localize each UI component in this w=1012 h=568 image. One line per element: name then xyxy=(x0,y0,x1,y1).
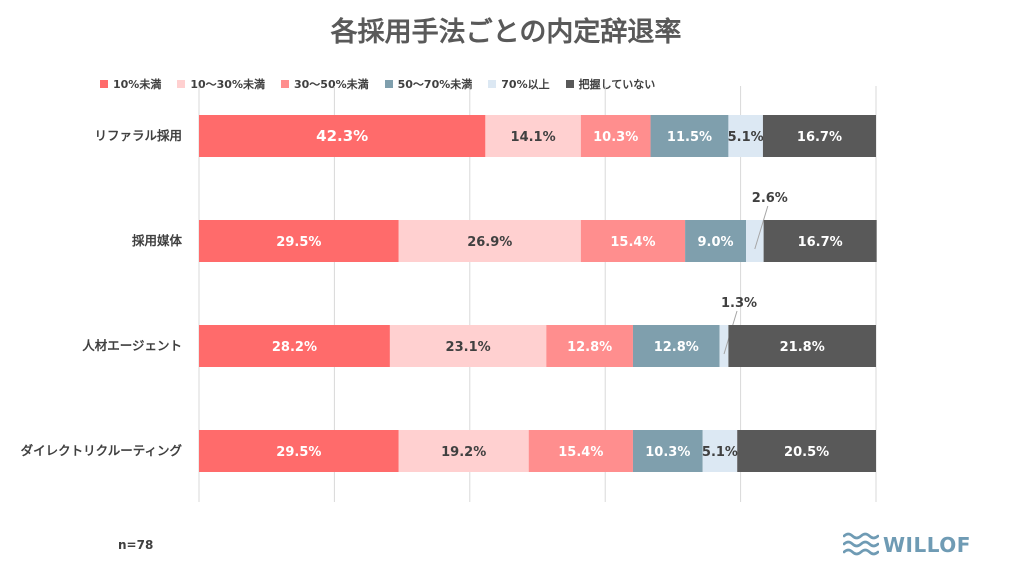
bar-segment xyxy=(728,325,876,367)
data-label: 1.3% xyxy=(721,296,757,311)
bar-segment xyxy=(580,220,686,262)
bar-segment xyxy=(485,115,581,157)
leader-line xyxy=(754,205,769,250)
legend-item: 10%未満 xyxy=(100,76,161,92)
legend-label: 把握していない xyxy=(578,78,656,91)
logo: WILLOF xyxy=(843,532,971,558)
sample-size-label: n=78 xyxy=(118,538,154,552)
legend-item: 10〜30%未満 xyxy=(177,76,265,92)
bar-segment xyxy=(685,220,747,262)
bar-segment xyxy=(398,220,581,262)
bar-segment xyxy=(199,430,399,472)
logo-text: WILLOF xyxy=(883,533,971,557)
bar-segment xyxy=(199,325,390,367)
data-label: 5.1% xyxy=(728,130,764,145)
bar-segment xyxy=(398,430,529,472)
category-label: 採用媒体 xyxy=(132,233,183,248)
bar-segment xyxy=(528,430,633,472)
data-label: 15.4% xyxy=(558,445,603,460)
legend-swatch xyxy=(384,80,393,88)
wave-logo-icon xyxy=(843,532,879,556)
legend-swatch xyxy=(177,80,186,88)
bar-segment xyxy=(719,325,729,367)
legend-item: 把握していない xyxy=(565,76,656,92)
category-label: リファラル採用 xyxy=(94,128,182,143)
bar-segment xyxy=(746,220,764,262)
data-label: 14.1% xyxy=(511,130,556,145)
category-label: 人材エージェント xyxy=(82,338,182,353)
data-label: 11.5% xyxy=(667,130,712,145)
bar-segment xyxy=(389,325,547,367)
data-label: 20.5% xyxy=(784,445,829,460)
data-label: 26.9% xyxy=(467,235,512,250)
legend-label: 30〜50%未満 xyxy=(293,78,369,91)
bar-segment xyxy=(632,430,703,472)
data-label: 19.2% xyxy=(441,445,486,460)
data-label: 12.8% xyxy=(654,340,699,355)
bar-segment xyxy=(737,430,876,472)
bar-segment xyxy=(199,220,399,262)
data-label: 9.0% xyxy=(698,235,734,250)
legend-label: 70%以上 xyxy=(501,78,550,91)
legend-item: 70%以上 xyxy=(488,76,550,92)
legend-label: 10%未満 xyxy=(113,78,162,91)
data-label: 29.5% xyxy=(276,235,321,250)
bar-segment xyxy=(650,115,729,157)
legend-label: 10〜30%未満 xyxy=(190,78,265,91)
bar-segment xyxy=(763,220,877,262)
data-label: 21.8% xyxy=(780,340,825,355)
data-label: 5.1% xyxy=(702,445,738,460)
data-label: 16.7% xyxy=(798,235,843,250)
data-label: 28.2% xyxy=(272,340,317,355)
data-label: 29.5% xyxy=(276,445,321,460)
data-label: 15.4% xyxy=(610,235,655,250)
bar-segment xyxy=(632,325,720,367)
data-label: 2.6% xyxy=(752,191,788,206)
legend-swatch xyxy=(280,80,289,88)
data-label: 23.1% xyxy=(446,340,491,355)
legend-swatch xyxy=(488,80,497,88)
data-label: 12.8% xyxy=(567,340,612,355)
legend-item: 30〜50%未満 xyxy=(280,76,369,92)
data-label: 10.3% xyxy=(645,445,690,460)
legend-swatch xyxy=(565,80,574,88)
legend-item: 50〜70%未満 xyxy=(384,76,473,92)
legend: 10%未満 10〜30%未満 30〜50%未満 50〜70%未満 70%以上 把握していな… xyxy=(100,76,671,92)
data-label: 10.3% xyxy=(593,130,638,145)
bar-segment xyxy=(762,115,876,157)
bar-segment xyxy=(702,430,738,472)
category-label: ダイレクトリクルーティング xyxy=(21,443,183,458)
legend-label: 50〜70%未満 xyxy=(397,78,473,91)
bar-segment xyxy=(546,325,633,367)
chart-title: 各採用手法ごとの内定辞退率 xyxy=(330,17,682,48)
data-label: 42.3% xyxy=(316,127,368,145)
bar-segment xyxy=(580,115,651,157)
data-label: 16.7% xyxy=(797,130,842,145)
bar-segment xyxy=(728,115,763,157)
bar-segment xyxy=(199,115,486,157)
legend-swatch xyxy=(100,80,108,88)
